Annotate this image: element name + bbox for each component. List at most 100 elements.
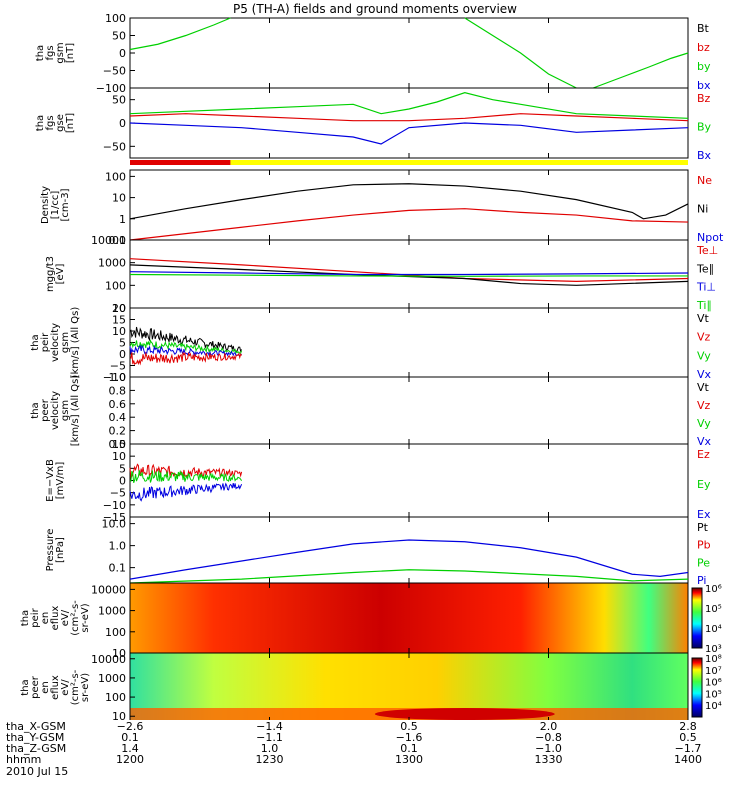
series-fgs_gsm_2-green-0: [129, 92, 689, 119]
y-axis-label: en: [40, 681, 51, 694]
y-axis-label: peer: [30, 675, 41, 699]
legend-Bx: Bx: [697, 149, 712, 162]
legend-Vz: Vz: [697, 399, 711, 412]
spectrogram-8: [130, 583, 688, 653]
colorbar-tick: 10⁵: [705, 689, 722, 700]
y-axis-label: Density: [40, 186, 51, 224]
y-axis-label: tha: [20, 610, 31, 626]
footer-value: 1200: [116, 753, 144, 766]
y-axis-label: [eV]: [55, 264, 66, 285]
footer-value: −1.0: [535, 742, 562, 755]
page-title: P5 (TH-A) fields and ground moments over…: [233, 2, 517, 16]
colorbar-tick: 10⁷: [705, 666, 722, 677]
legend-by: by: [697, 60, 711, 73]
footer-ephemeris: tha_X-GSM −2.6 −1.4 0.5 2.0 2.8 tha_Y-GSM 0.1 −1…: [0, 720, 750, 800]
y-tick-label: 10: [112, 325, 126, 338]
panel-frame-fgs_gsm_1: [129, 17, 689, 89]
legend-Ti⊥: Ti⊥: [696, 281, 716, 294]
panel-frame-peir_velocity: [129, 307, 689, 378]
legend-By: By: [697, 121, 712, 134]
y-tick-label: −5: [110, 360, 126, 373]
y-axis-label: (cm²-s-: [70, 669, 81, 705]
footer-value: −1.7: [674, 742, 702, 755]
y-axis-label: [1/cc]: [50, 191, 61, 220]
y-tick-label: 100: [105, 12, 126, 25]
legend-Pi: Pi: [697, 574, 706, 587]
y-axis-label: fgs: [45, 115, 56, 130]
footer-value: 1230: [255, 753, 284, 766]
legend-Vx: Vx: [697, 435, 712, 448]
footer-value: 0.1: [121, 731, 139, 744]
y-tick-label: 10: [112, 647, 126, 660]
legend-Vy: Vy: [697, 417, 711, 430]
footer-row-label: tha_X-GSM: [6, 720, 66, 733]
y-tick-label: 0: [119, 475, 126, 488]
y-axis-label: gsm: [60, 332, 71, 353]
y-axis-label: velocity: [50, 391, 61, 430]
footer-row-label: tha_Z-GSM: [6, 742, 67, 755]
y-tick-label: 0: [119, 348, 126, 361]
noise-series-peir_velocity-red: [129, 351, 242, 366]
footer-value: 0.5: [400, 720, 418, 733]
y-axis-label: [nT]: [65, 113, 76, 133]
y-tick-label: −15: [103, 511, 126, 524]
colorbar-tick: 10⁸: [705, 654, 722, 665]
panel-frame-efield: [129, 443, 689, 518]
y-axis-label: velocity: [50, 323, 61, 362]
series-fgs_gsm_1-green-2: [592, 52, 689, 89]
status-bar-red: [130, 160, 231, 165]
y-tick-label: 5: [119, 337, 126, 350]
legend-Ex: Ex: [697, 508, 711, 521]
y-tick-label: −10: [103, 499, 126, 512]
y-axis-label: mgg/t3: [45, 256, 56, 292]
y-tick-label: 0.4: [109, 411, 127, 424]
legend-Te∥: Te∥: [696, 262, 714, 275]
y-tick-label: 10.0: [102, 518, 127, 531]
panel-frame-peer_velocity: [129, 376, 689, 445]
series-temperature-green-3: [129, 273, 688, 277]
y-tick-label: 10: [112, 192, 126, 205]
noise-series-peir_velocity-blue: [129, 344, 242, 357]
y-tick-label: 0.1: [109, 234, 127, 247]
footer-value: 1400: [674, 753, 702, 766]
y-axis-label: eflux: [50, 606, 61, 631]
y-axis-label: eflux: [50, 675, 61, 700]
colorbar-tick: 10⁴: [705, 624, 722, 635]
status-bar-yellow: [230, 160, 688, 165]
y-tick-label: 1000: [98, 605, 126, 618]
footer-row-1: tha_Y-GSM 0.1 −1.1 −1.6 −0.8 0.5: [0, 731, 750, 744]
y-tick-label: 50: [112, 94, 126, 107]
y-tick-label: −10: [103, 371, 126, 384]
footer-value: 2.8: [679, 720, 697, 733]
y-axis-label: en: [40, 612, 51, 625]
legend-Bt: Bt: [697, 22, 710, 35]
footer-value: 1300: [395, 753, 423, 766]
series-temperature-red-0: [129, 258, 689, 282]
colorbar-9: [691, 657, 703, 718]
footer-row-2: tha_Z-GSM 1.4 1.0 0.1 −1.0 −1.7: [0, 742, 750, 755]
legend-Vt: Vt: [697, 312, 710, 325]
y-axis-label: sr-eV): [80, 673, 91, 702]
legend-Ti∥: Ti∥: [696, 299, 712, 312]
date-label: 2010 Jul 15: [6, 765, 69, 778]
y-tick-label: 1000: [98, 257, 126, 270]
y-axis-label: tha: [35, 115, 46, 131]
legend-Bz: Bz: [697, 92, 711, 105]
panel-frame-density: [129, 169, 689, 241]
y-axis-label: E=−VxB: [45, 459, 56, 502]
y-axis-label: tha: [35, 45, 46, 61]
footer-value: 0.5: [679, 731, 697, 744]
legend-Ni: Ni: [697, 203, 708, 216]
legend-Npot: Npot: [697, 231, 724, 244]
legend-bx: bx: [697, 79, 711, 92]
y-tick-label: 0.8: [109, 384, 127, 397]
footer-value: 1.4: [121, 742, 139, 755]
y-axis-label: [cm-3]: [60, 188, 71, 221]
y-axis-label: eV/: [60, 679, 71, 696]
series-pressure-green-1: [129, 569, 689, 584]
y-tick-label: 10000: [91, 653, 126, 666]
footer-value: −1.6: [395, 731, 423, 744]
y-tick-label: −100: [96, 82, 126, 95]
y-tick-label: 100: [105, 170, 126, 183]
footer-value: −0.8: [535, 731, 562, 744]
